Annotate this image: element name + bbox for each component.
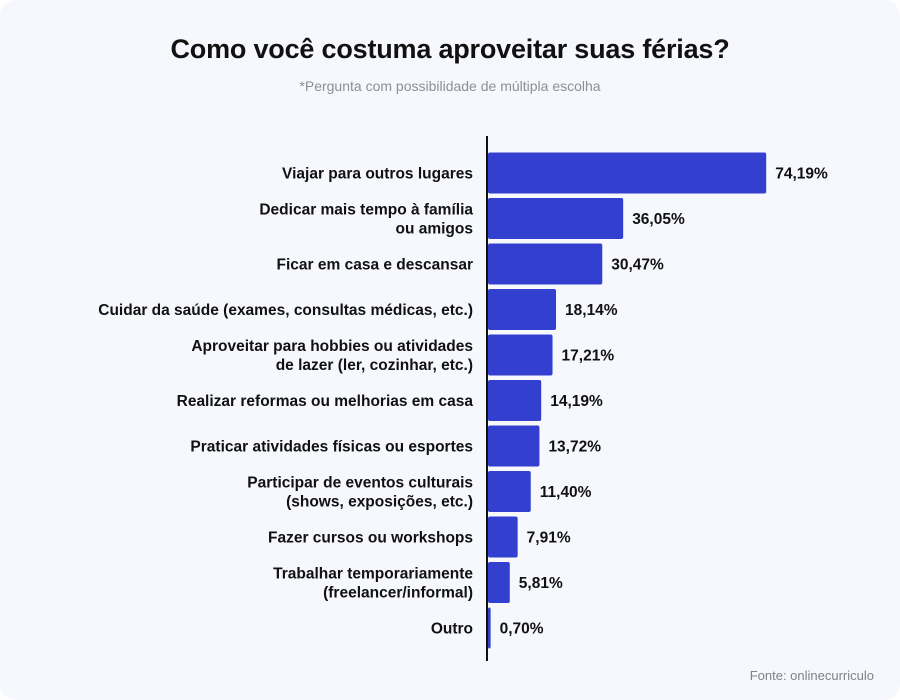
category-label: Dedicar mais tempo à família ou amigos: [259, 202, 473, 238]
category-label: Viajar para outros lugares: [282, 166, 473, 183]
value-label: 74,19%: [775, 166, 828, 183]
bar: [488, 380, 542, 421]
bar: [488, 334, 553, 376]
value-label: 30,47%: [611, 257, 664, 274]
category-label-line: de lazer (ler, cozinhar, etc.): [276, 357, 473, 374]
value-label: 18,14%: [565, 302, 618, 319]
category-label-line: Outro: [431, 621, 473, 638]
value-label: 7,91%: [527, 530, 571, 547]
value-label: 14,19%: [550, 393, 603, 410]
category-label-line: Participar de eventos culturais: [247, 475, 473, 492]
category-label-line: Fazer cursos ou workshops: [268, 530, 473, 547]
category-label: Participar de eventos culturais (shows, e…: [247, 475, 473, 511]
source-note: Fonte: onlinecurriculo: [749, 668, 874, 683]
category-label-line: Dedicar mais tempo à família: [259, 202, 473, 219]
category-label-line: (shows, exposições, etc.): [286, 494, 473, 511]
category-label: Realizar reformas ou melhorias em casa: [177, 393, 474, 410]
value-label: 13,72%: [548, 439, 601, 456]
chart-title: Como você costuma aproveitar suas férias…: [170, 34, 730, 64]
value-labels-layer: 74,19% 36,05% 30,47% 18,14% 17,21% 14,19% 13,7…: [500, 166, 828, 638]
category-label-line: Aproveitar para hobbies ou atividades: [191, 338, 473, 355]
bars-layer: [488, 152, 767, 649]
category-label: Cuidar da saúde (exames, consultas médic…: [98, 302, 473, 319]
value-label: 0,70%: [500, 621, 544, 638]
value-label: 17,21%: [562, 348, 615, 365]
bar: [488, 243, 603, 285]
category-label-line: ou amigos: [395, 221, 473, 238]
category-label-line: Realizar reformas ou melhorias em casa: [177, 393, 474, 410]
value-label: 5,81%: [519, 575, 563, 592]
value-label: 36,05%: [632, 211, 685, 228]
bar: [488, 289, 557, 330]
category-label: Aproveitar para hobbies ou atividades de …: [191, 338, 473, 374]
category-label: Trabalhar temporariamente (freelancer/inf…: [273, 566, 473, 602]
category-label-line: (freelancer/informal): [323, 585, 473, 602]
chart-subtitle: *Pergunta com possibilidade de múltipla …: [299, 78, 601, 94]
category-label: Fazer cursos ou workshops: [268, 530, 473, 547]
category-label-line: Viajar para outros lugares: [282, 166, 473, 183]
bar: [488, 198, 624, 239]
value-label: 11,40%: [540, 484, 592, 501]
bar: [488, 152, 767, 194]
category-label-line: Cuidar da saúde (exames, consultas médic…: [98, 302, 473, 319]
category-label: Praticar atividades físicas ou esportes: [190, 439, 473, 456]
category-labels-layer: Viajar para outros lugares Dedicar mais t…: [98, 166, 473, 638]
bar: [488, 425, 540, 467]
category-label-line: Trabalhar temporariamente: [273, 566, 473, 583]
bar: [488, 516, 518, 558]
category-label-line: Ficar em casa e descansar: [277, 257, 473, 274]
bar: [488, 562, 510, 603]
bar: [488, 471, 531, 512]
category-label-line: Praticar atividades físicas ou esportes: [190, 439, 473, 456]
category-label: Outro: [431, 621, 473, 638]
category-label: Ficar em casa e descansar: [277, 257, 473, 274]
bar: [488, 607, 491, 649]
